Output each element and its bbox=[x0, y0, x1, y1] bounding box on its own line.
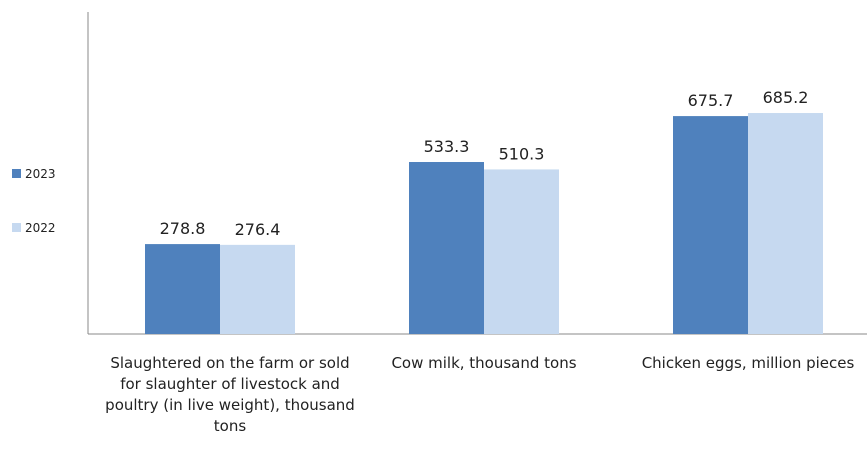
category-label-chicken-eggs: Chicken eggs, million pieces bbox=[641, 354, 855, 372]
value-label-2023-chicken-eggs: 675.7 bbox=[688, 91, 734, 110]
category-label-livestock: Slaughtered on the farm or sold for slau… bbox=[105, 354, 355, 435]
value-label-2022-chicken-eggs: 685.2 bbox=[763, 88, 809, 107]
value-label-2022-cow-milk: 510.3 bbox=[499, 144, 545, 163]
legend-swatch-2022 bbox=[12, 223, 21, 232]
legend-label-2022: 2022 bbox=[25, 221, 56, 235]
bar-2023-cow-milk bbox=[409, 162, 484, 334]
bar-2023-livestock bbox=[145, 244, 220, 334]
value-label-2023-cow-milk: 533.3 bbox=[424, 137, 470, 156]
category-label-cow-milk: Cow milk, thousand tons bbox=[391, 354, 577, 372]
bar-2022-cow-milk bbox=[484, 169, 559, 334]
bar-2022-livestock bbox=[220, 244, 295, 334]
bar-2022-chicken-eggs bbox=[748, 113, 823, 334]
value-label-2022-livestock: 276.4 bbox=[235, 220, 281, 239]
bars-layer: 278.8 533.3 675.7 276.4 510.3 685.2 bbox=[145, 88, 823, 334]
legend: 2023 2022 bbox=[12, 167, 56, 235]
legend-label-2023: 2023 bbox=[25, 167, 56, 181]
legend-swatch-2023 bbox=[12, 169, 21, 178]
bar-2023-chicken-eggs bbox=[673, 116, 748, 334]
value-label-2023-livestock: 278.8 bbox=[160, 219, 206, 238]
